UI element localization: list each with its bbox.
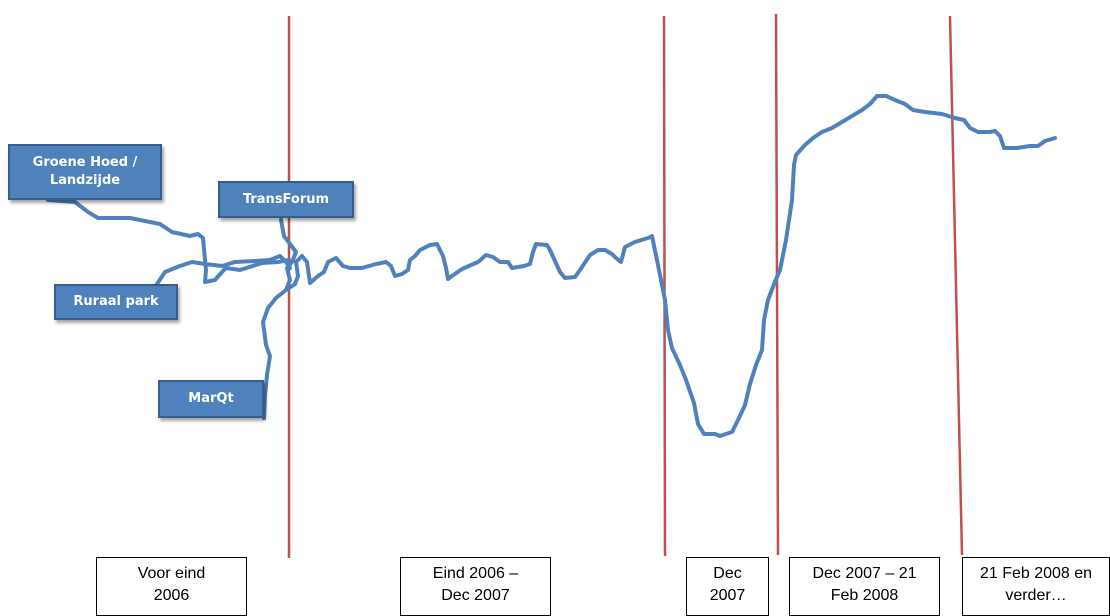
phase-label-dec-2007-21-feb-2008: Dec 2007 – 21 Feb 2008 <box>789 557 940 616</box>
phase-label-dec-2007: Dec 2007 <box>686 557 769 616</box>
phase-divider-line <box>948 15 964 556</box>
phase-label-eind-2006-dec-2007: Eind 2006 – Dec 2007 <box>400 557 551 616</box>
actor-label-ruraal-park: Ruraal park <box>54 284 178 320</box>
groene-hoed-process-line <box>46 198 291 284</box>
phase-label-21-feb-2008-en-verder: 21 Feb 2008 en verder… <box>962 557 1110 616</box>
phase-divider-line <box>774 13 780 556</box>
ruraal-park-process-line <box>155 254 292 286</box>
actor-label-marqt: MarQt <box>158 380 264 418</box>
actor-label-groene-hoed: Groene Hoed / Landzijde <box>8 144 162 200</box>
marqt-process-line <box>261 254 304 420</box>
transforum-process-line <box>279 218 298 292</box>
actor-label-transforum: TransForum <box>218 181 354 218</box>
phase-divider-line <box>662 15 667 557</box>
phase-label-voor-eind-2006: Voor eind 2006 <box>96 557 247 616</box>
main-process-line <box>300 94 1057 438</box>
